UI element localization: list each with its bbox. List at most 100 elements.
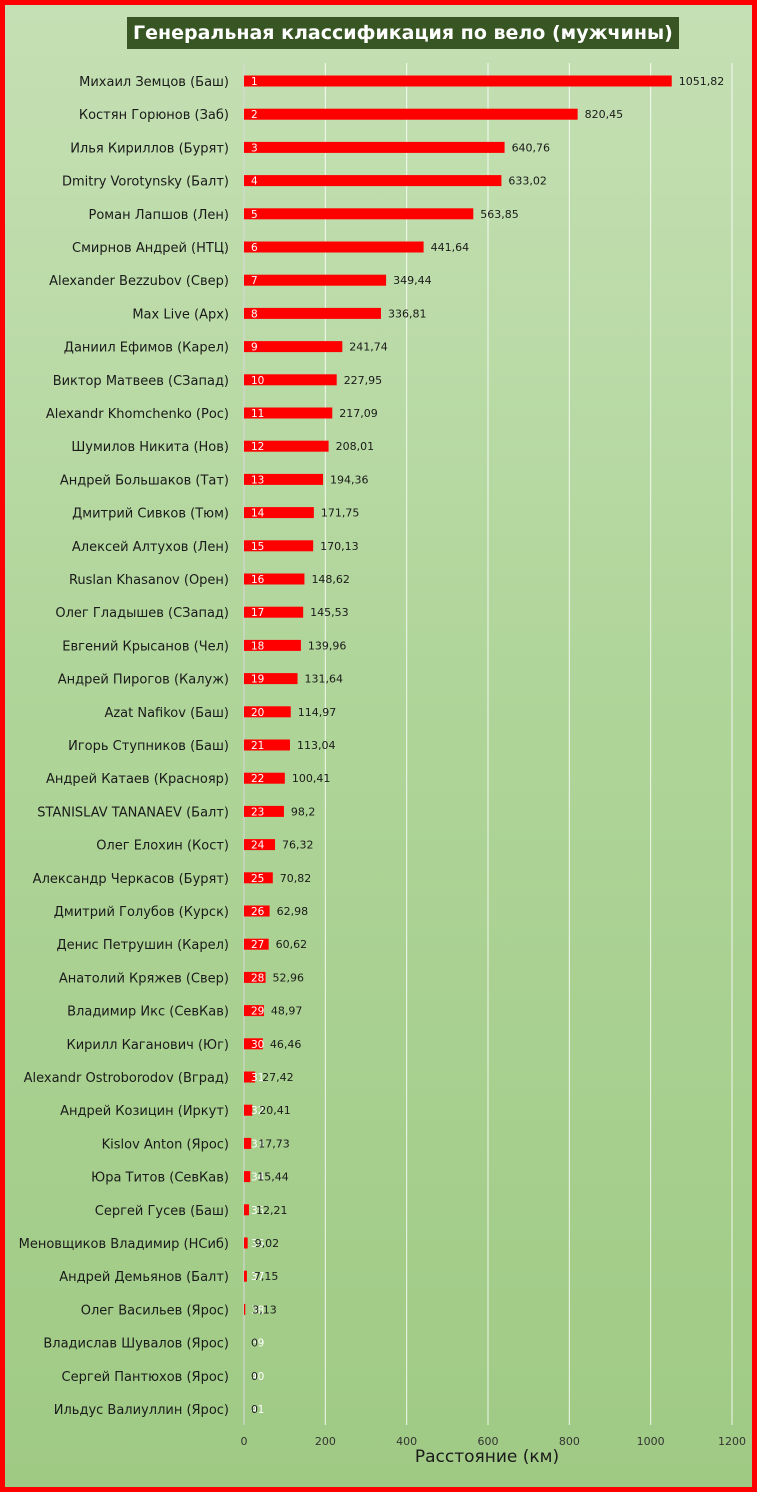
- rank-label: 37: [251, 1271, 264, 1283]
- rank-label: 11: [251, 408, 264, 420]
- rank-label: 25: [251, 873, 264, 885]
- bar: [244, 1303, 246, 1315]
- rank-label: 30: [251, 1039, 264, 1051]
- x-tick-label: 400: [396, 1435, 417, 1448]
- x-axis-label: Расстояние (км): [414, 1447, 560, 1467]
- category-label: Дмитрий Сивков (Тюм): [72, 507, 229, 522]
- value-label: 227,95: [344, 374, 383, 387]
- bar: [244, 507, 314, 519]
- rank-label: 40: [251, 1371, 264, 1383]
- rank-label: 33: [251, 1138, 264, 1150]
- bar: [244, 1071, 256, 1083]
- bar: [244, 706, 291, 718]
- category-label: Олег Гладышев (СЗапад): [55, 606, 229, 621]
- category-label: Анатолий Кряжев (Свер): [59, 971, 229, 986]
- value-label: 76,32: [282, 839, 314, 852]
- bar: [244, 440, 329, 452]
- rank-label: 19: [251, 674, 264, 686]
- category-label: Юра Титов (СевКав): [91, 1171, 229, 1186]
- bar: [244, 1171, 251, 1183]
- rank-label: 36: [251, 1238, 265, 1250]
- rank-label: 24: [251, 840, 265, 852]
- bar: [244, 341, 343, 353]
- rank-label: 20: [251, 707, 264, 719]
- bar: [244, 1237, 248, 1249]
- rank-label: 28: [251, 972, 264, 984]
- chart-title: Генеральная классификация по вело (мужчи…: [127, 17, 679, 49]
- value-label: 0: [251, 1403, 258, 1416]
- bar: [244, 75, 672, 87]
- bar: [244, 208, 474, 220]
- category-label: Андрей Козицин (Иркут): [60, 1104, 229, 1119]
- value-label: 27,42: [262, 1071, 294, 1084]
- category-label: Max Live (Арх): [132, 307, 229, 322]
- rank-label: 21: [251, 740, 264, 752]
- bar: [244, 839, 276, 851]
- rank-label: 17: [251, 607, 264, 619]
- rank-label: 29: [251, 1006, 264, 1018]
- rank-label: 8: [251, 308, 258, 320]
- category-label: Александр Черкасов (Бурят): [33, 872, 229, 887]
- category-label: Илья Кириллов (Бурят): [70, 141, 229, 156]
- bar: [244, 175, 502, 187]
- value-label: 60,62: [276, 938, 308, 951]
- rank-label: 39: [251, 1338, 264, 1350]
- category-label: Меновщиков Владимир (НСиб): [19, 1237, 229, 1252]
- category-label: Dmitry Vorotynsky (Балт): [62, 175, 229, 190]
- rank-label: 26: [251, 906, 265, 918]
- bar: [244, 141, 505, 153]
- bar: [244, 374, 337, 386]
- value-label: 194,36: [330, 473, 369, 486]
- value-label: 0: [251, 1370, 258, 1383]
- category-label: Сергей Пантюхов (Ярос): [62, 1370, 229, 1385]
- category-label: Alexandr Khomchenko (Рос): [46, 407, 229, 422]
- category-label: Azat Nafikov (Баш): [104, 706, 229, 721]
- category-label: Дмитрий Голубов (Курск): [54, 905, 229, 920]
- x-tick-label: 0: [241, 1435, 248, 1448]
- category-label: Андрей Катаев (Краснояр): [46, 772, 229, 787]
- category-label: Alexander Bezzubov (Свер): [49, 274, 229, 289]
- category-label: Kislov Anton (Ярос): [102, 1137, 229, 1152]
- value-label: 217,09: [339, 407, 378, 420]
- value-label: 349,44: [393, 274, 432, 287]
- category-label: Андрей Демьянов (Балт): [59, 1270, 229, 1285]
- bar: [244, 1137, 252, 1149]
- category-label: Костян Горюнов (Заб): [79, 108, 229, 123]
- rank-label: 22: [251, 773, 264, 785]
- x-tick-label: 800: [559, 1435, 580, 1448]
- value-label: 170,13: [320, 540, 359, 553]
- category-label: Кирилл Каганович (Юг): [66, 1038, 229, 1053]
- rank-label: 18: [251, 640, 264, 652]
- value-label: 633,02: [508, 175, 546, 188]
- value-label: 441,64: [431, 241, 470, 254]
- bar: [244, 673, 298, 685]
- bar: [244, 639, 301, 651]
- value-label: 48,97: [271, 1005, 303, 1018]
- category-label: Смирнов Андрей (НТЦ): [72, 241, 229, 256]
- bar: [244, 905, 270, 917]
- value-label: 3,13: [252, 1303, 277, 1316]
- value-label: 131,64: [305, 673, 344, 686]
- rank-label: 5: [251, 209, 258, 221]
- rank-label: 23: [251, 806, 264, 818]
- bar: [244, 407, 333, 419]
- value-label: 12,21: [256, 1204, 288, 1217]
- value-label: 15,44: [257, 1171, 289, 1184]
- rank-label: 7: [251, 275, 258, 287]
- category-label: Alexandr Ostroborodov (Вград): [24, 1071, 229, 1086]
- category-label: Даниил Ефимов (Карел): [64, 341, 229, 356]
- category-label: Шумилов Никита (Нов): [71, 440, 229, 455]
- bar: [244, 108, 578, 120]
- value-label: 208,01: [336, 440, 375, 453]
- bar: [244, 971, 266, 983]
- category-label: STANISLAV TANANAEV (Балт): [37, 805, 229, 820]
- rank-label: 14: [251, 508, 265, 520]
- value-label: 9,02: [255, 1237, 280, 1250]
- value-label: 563,85: [480, 208, 519, 221]
- bar: [244, 573, 305, 585]
- value-label: 46,46: [270, 1038, 302, 1051]
- category-label: Ruslan Khasanov (Орен): [69, 573, 229, 588]
- rank-label: 38: [251, 1304, 264, 1316]
- rank-label: 2: [251, 109, 258, 121]
